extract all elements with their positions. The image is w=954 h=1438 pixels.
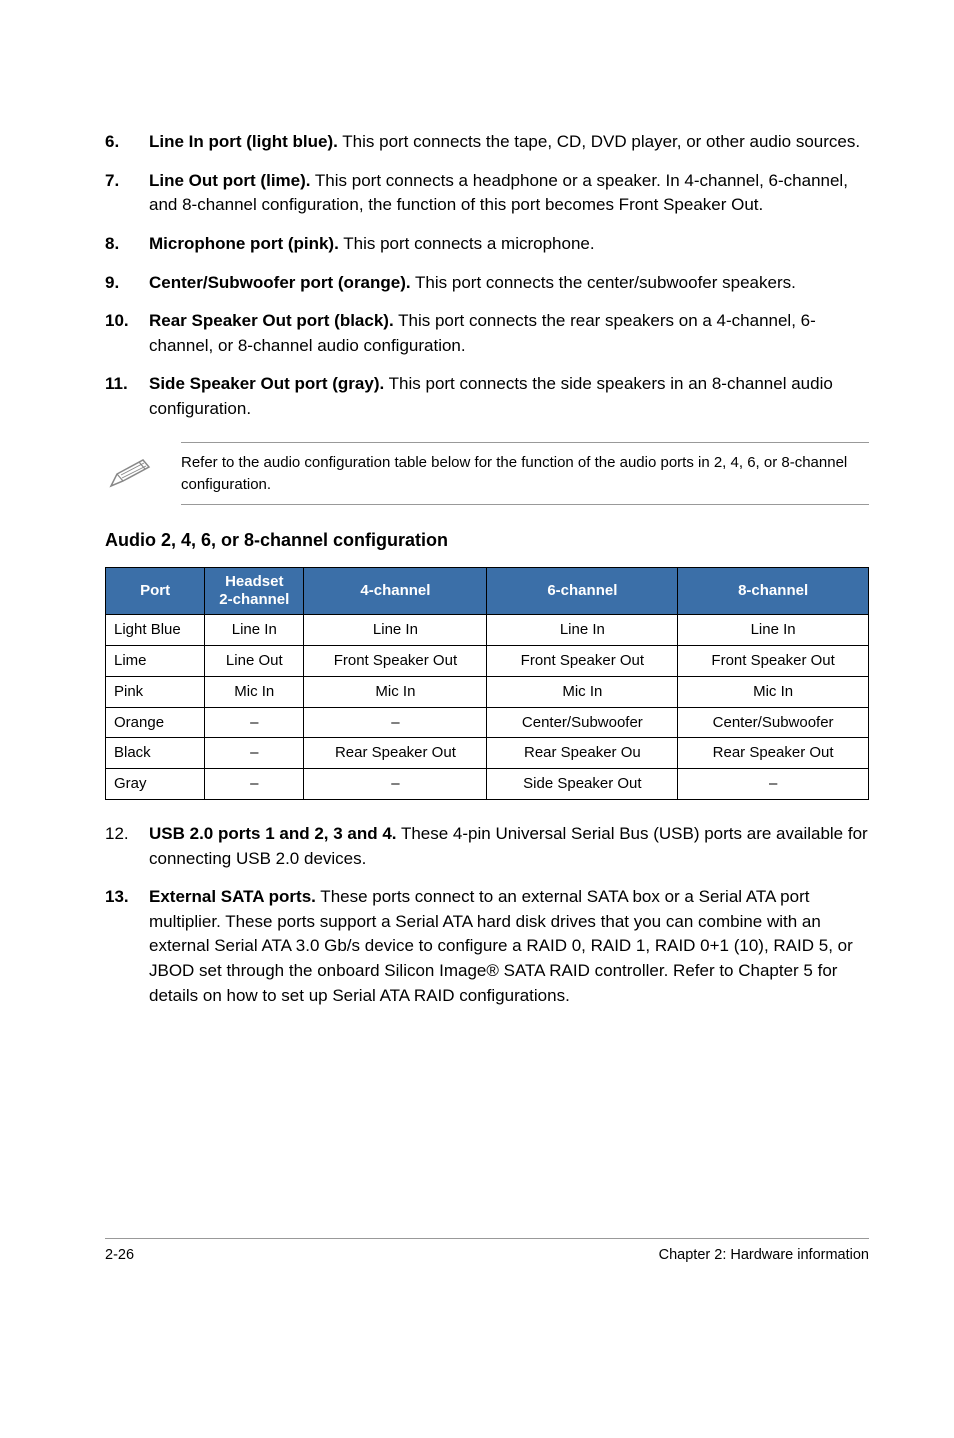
- list-item: 9. Center/Subwoofer port (orange). This …: [105, 271, 869, 296]
- list-item: 11. Side Speaker Out port (gray). This p…: [105, 372, 869, 421]
- list-item: 12. USB 2.0 ports 1 and 2, 3 and 4. Thes…: [105, 822, 869, 871]
- list-body: Rear Speaker Out port (black). This port…: [149, 309, 869, 358]
- list-title: Line In port (light blue).: [149, 132, 338, 151]
- list-title: Rear Speaker Out port (black).: [149, 311, 394, 330]
- note-text: Refer to the audio configuration table b…: [181, 442, 869, 506]
- numbered-list-bottom: 12. USB 2.0 ports 1 and 2, 3 and 4. Thes…: [105, 822, 869, 1008]
- list-number: 13.: [105, 885, 149, 1008]
- table-row: Light BlueLine InLine InLine InLine In: [106, 615, 869, 646]
- list-body: Side Speaker Out port (gray). This port …: [149, 372, 869, 421]
- list-body: USB 2.0 ports 1 and 2, 3 and 4. These 4-…: [149, 822, 869, 871]
- list-number: 9.: [105, 271, 149, 296]
- col-header-6ch: 6-channel: [487, 568, 678, 615]
- table-row: PinkMic InMic InMic InMic In: [106, 676, 869, 707]
- list-item: 10. Rear Speaker Out port (black). This …: [105, 309, 869, 358]
- list-title: Center/Subwoofer port (orange).: [149, 273, 411, 292]
- chapter-label: Chapter 2: Hardware information: [659, 1245, 869, 1266]
- list-text: This port connects a microphone.: [339, 234, 595, 253]
- list-title: Line Out port (lime).: [149, 171, 311, 190]
- table-row: Gray––Side Speaker Out–: [106, 769, 869, 800]
- list-body: Center/Subwoofer port (orange). This por…: [149, 271, 869, 296]
- note-callout: Refer to the audio configuration table b…: [105, 442, 869, 506]
- list-body: Line In port (light blue). This port con…: [149, 130, 869, 155]
- list-number: 7.: [105, 169, 149, 218]
- list-body: External SATA ports. These ports connect…: [149, 885, 869, 1008]
- list-title: Side Speaker Out port (gray).: [149, 374, 384, 393]
- list-title: External SATA ports.: [149, 887, 316, 906]
- table-row: Orange––Center/SubwooferCenter/Subwoofer: [106, 707, 869, 738]
- numbered-list-top: 6. Line In port (light blue). This port …: [105, 130, 869, 422]
- list-text: This port connects the center/subwoofer …: [411, 273, 796, 292]
- audio-config-table: Port Headset2-channel 4-channel 6-channe…: [105, 567, 869, 800]
- audio-config-heading: Audio 2, 4, 6, or 8-channel configuratio…: [105, 527, 869, 553]
- list-item: 8. Microphone port (pink). This port con…: [105, 232, 869, 257]
- list-number: 11.: [105, 372, 149, 421]
- table-row: Black–Rear Speaker OutRear Speaker OuRea…: [106, 738, 869, 769]
- list-title: USB 2.0 ports 1 and 2, 3 and 4.: [149, 824, 397, 843]
- page-footer: 2-26 Chapter 2: Hardware information: [105, 1238, 869, 1266]
- table-header-row: Port Headset2-channel 4-channel 6-channe…: [106, 568, 869, 615]
- list-number: 6.: [105, 130, 149, 155]
- col-header-4ch: 4-channel: [304, 568, 487, 615]
- list-number: 8.: [105, 232, 149, 257]
- list-title: Microphone port (pink).: [149, 234, 339, 253]
- table-row: LimeLine OutFront Speaker OutFront Speak…: [106, 646, 869, 677]
- list-item: 13. External SATA ports. These ports con…: [105, 885, 869, 1008]
- list-number: 12.: [105, 822, 149, 871]
- list-item: 7. Line Out port (lime). This port conne…: [105, 169, 869, 218]
- pencil-icon: [105, 454, 157, 494]
- list-body: Microphone port (pink). This port connec…: [149, 232, 869, 257]
- col-header-port: Port: [106, 568, 205, 615]
- col-header-8ch: 8-channel: [678, 568, 869, 615]
- list-number: 10.: [105, 309, 149, 358]
- page-number: 2-26: [105, 1245, 134, 1266]
- col-header-headset: Headset2-channel: [205, 568, 304, 615]
- list-body: Line Out port (lime). This port connects…: [149, 169, 869, 218]
- list-item: 6. Line In port (light blue). This port …: [105, 130, 869, 155]
- list-text: This port connects the tape, CD, DVD pla…: [338, 132, 860, 151]
